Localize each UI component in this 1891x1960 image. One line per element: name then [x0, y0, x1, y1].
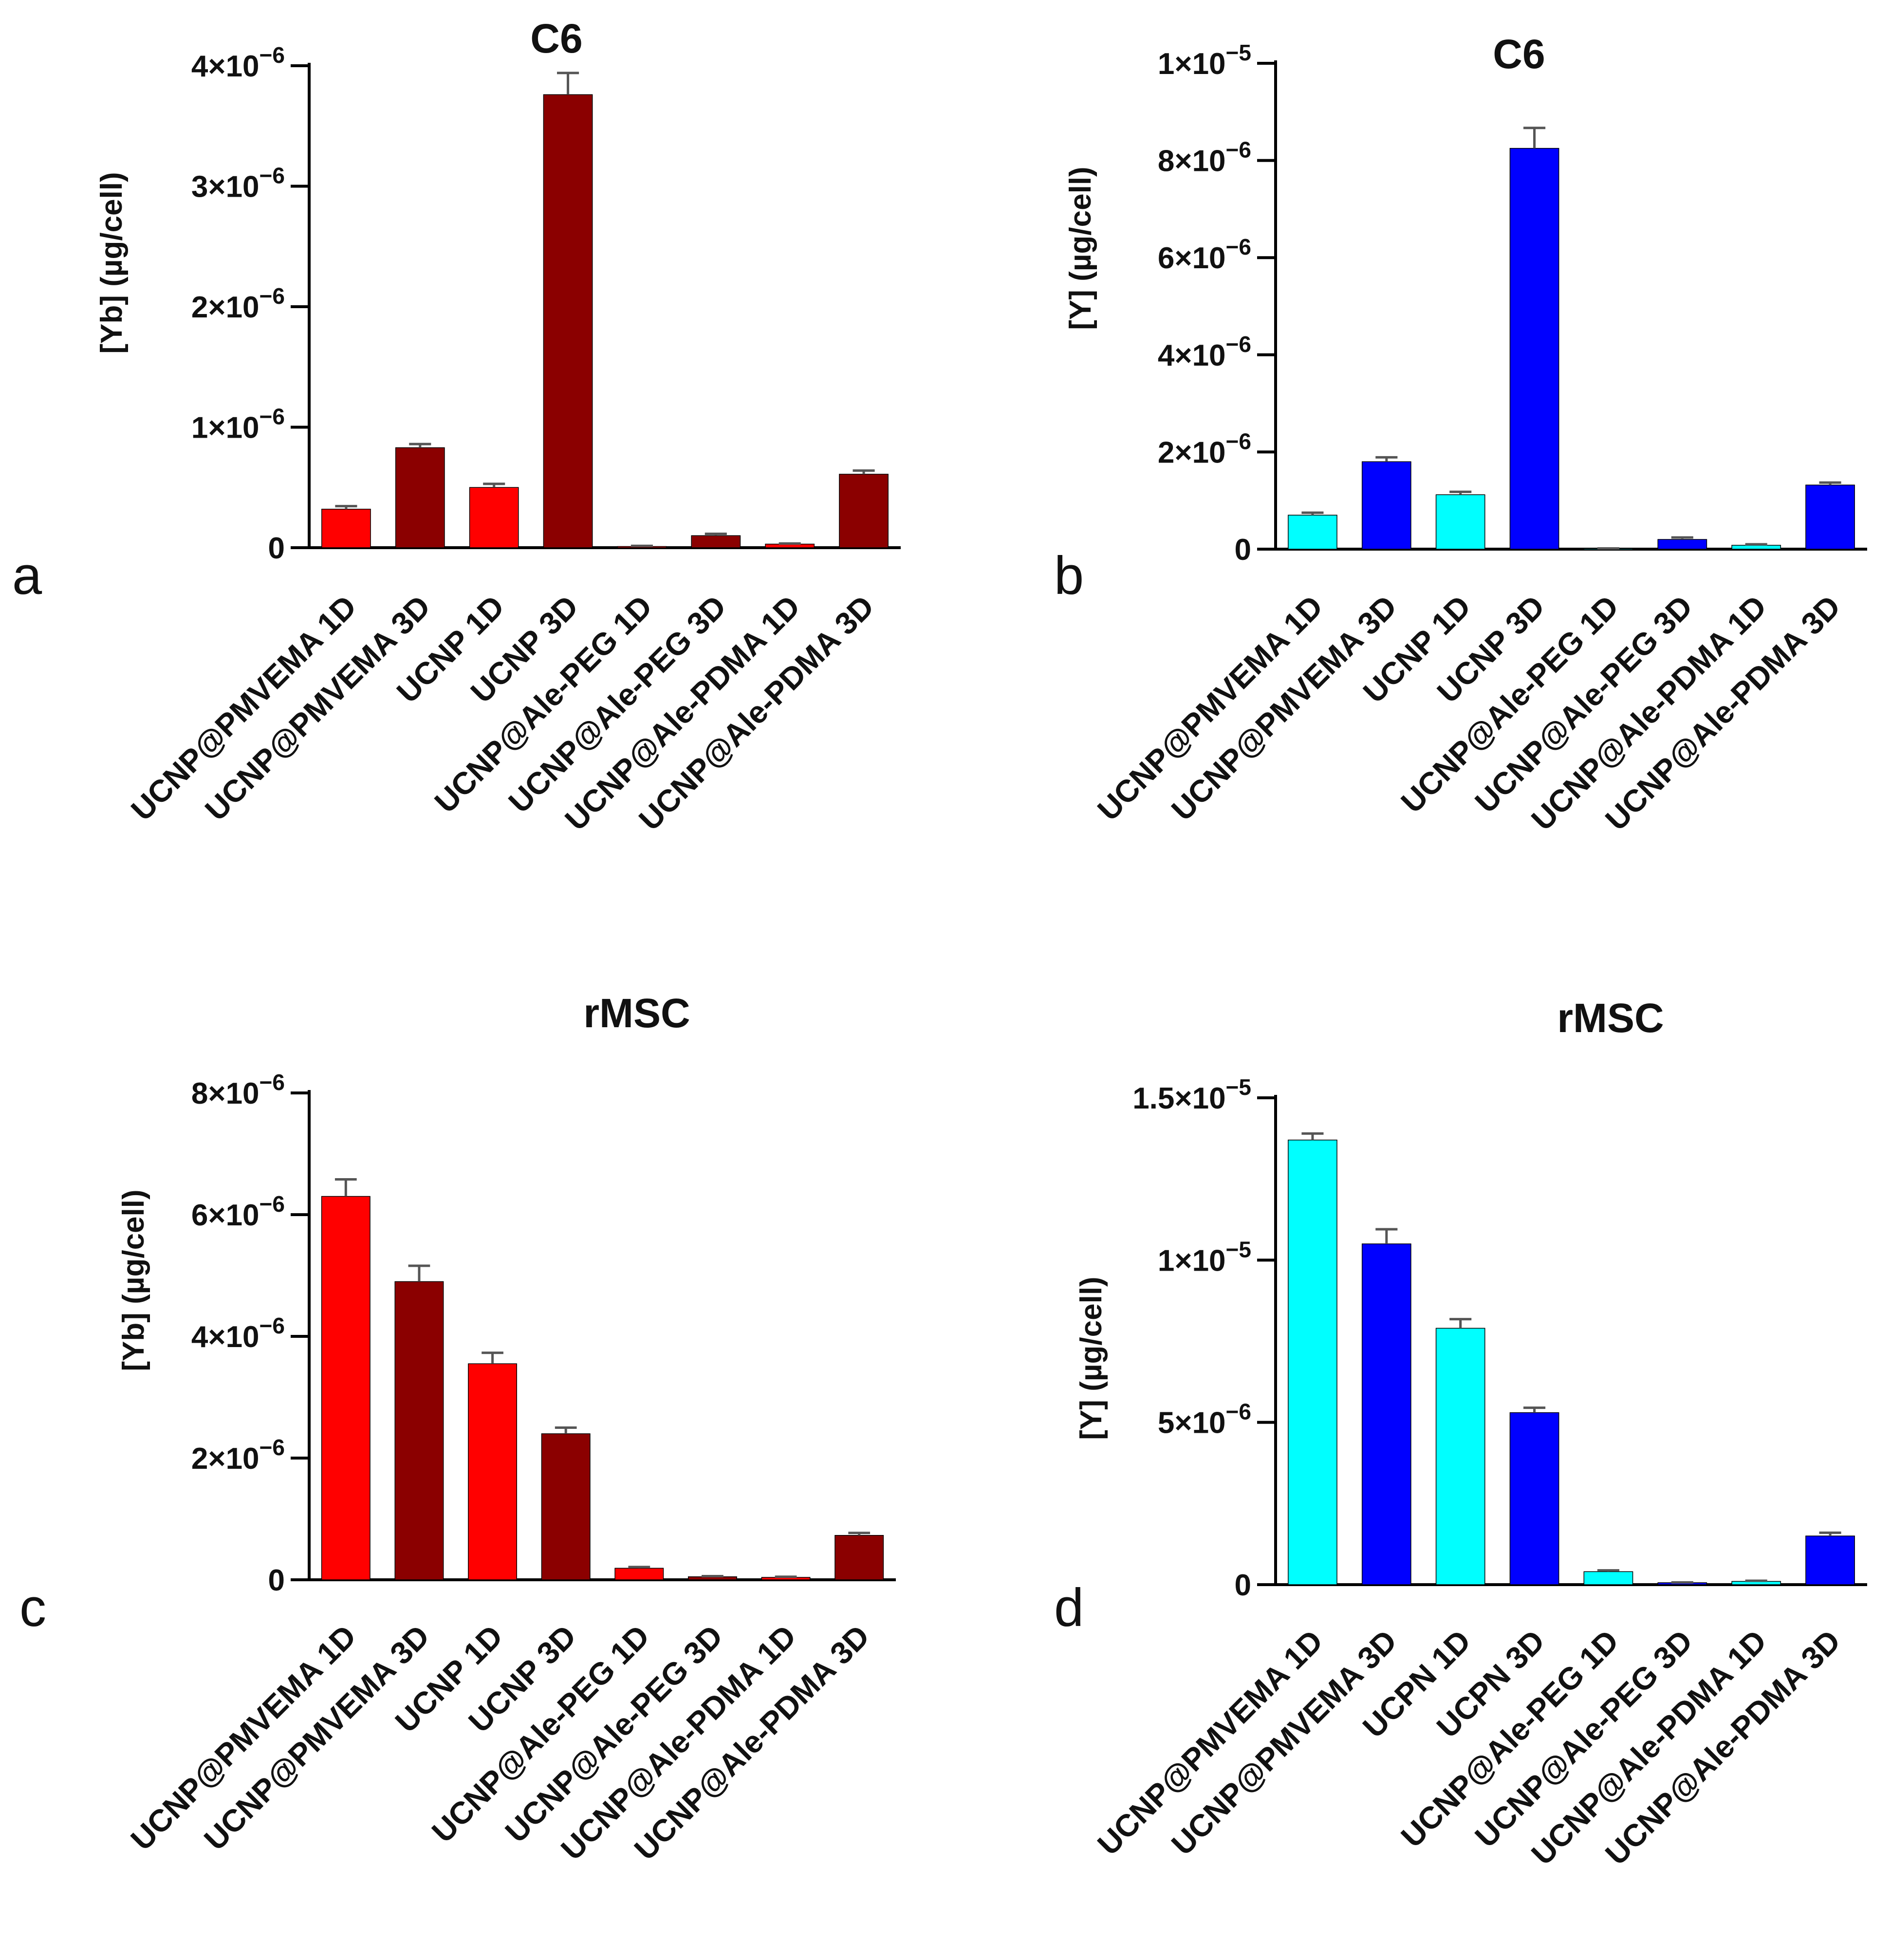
y-tick-label: 1.5×10−5 — [1132, 1074, 1251, 1115]
bar — [1509, 148, 1559, 550]
y-tick-label: 3×10−6 — [191, 163, 285, 204]
y-axis-label: [Yb] (µg/cell) — [95, 172, 129, 353]
chart-title: C6 — [530, 16, 582, 61]
y-tick-label: 1×10−5 — [1158, 40, 1251, 81]
bar — [1805, 1535, 1855, 1585]
panel-label: b — [1054, 546, 1084, 606]
bar — [543, 94, 593, 548]
bar — [395, 447, 445, 548]
bar — [691, 535, 741, 548]
y-tick-label: 5×10−6 — [1158, 1399, 1251, 1440]
y-tick-label: 0 — [1235, 533, 1251, 567]
bar — [1805, 484, 1855, 550]
bar — [321, 1196, 371, 1580]
panel-label: c — [19, 1578, 46, 1638]
y-tick-label: 8×10−6 — [191, 1070, 285, 1110]
panel-label: a — [12, 546, 42, 606]
bar — [1361, 461, 1411, 550]
y-tick-label: 2×10−6 — [191, 1435, 285, 1476]
y-tick-label: 1×10−6 — [191, 404, 285, 445]
y-tick-label: 1×10−5 — [1158, 1237, 1251, 1277]
y-tick-label: 0 — [268, 1564, 285, 1597]
chart-title: rMSC — [1557, 995, 1664, 1041]
bar — [834, 1535, 884, 1580]
bar — [468, 1363, 518, 1580]
y-tick-label: 2×10−6 — [191, 283, 285, 324]
y-tick-label: 4×10−6 — [1158, 332, 1251, 372]
y-axis-label: [Y] (µg/cell) — [1075, 1276, 1108, 1440]
bar — [1731, 545, 1781, 550]
y-tick-label: 0 — [268, 532, 285, 565]
bar — [469, 487, 519, 548]
y-axis-label: [Y] (µg/cell) — [1064, 166, 1097, 330]
bar — [1435, 1328, 1485, 1585]
panel-c: rMSC c [Yb] (µg/cell) 0 2×10−6 4×10−6 6×10−6 8×… — [19, 990, 896, 1867]
bar — [321, 509, 371, 548]
chart-title: rMSC — [583, 990, 690, 1036]
y-tick-label: 4×10−6 — [191, 42, 285, 83]
y-tick-label: 8×10−6 — [1158, 137, 1251, 178]
bar — [1509, 1412, 1559, 1585]
bar — [839, 474, 889, 548]
panel-label: d — [1054, 1578, 1084, 1638]
bar — [1288, 515, 1337, 550]
y-tick-label: 0 — [1235, 1569, 1251, 1602]
y-axis-label: [Yb] (µg/cell) — [117, 1189, 150, 1371]
panel-b: C6 b [Y] (µg/cell) 0 2×10−6 4×10−6 6×10−6 8×10−… — [1054, 31, 1867, 837]
bar — [1361, 1243, 1411, 1585]
bar — [614, 1568, 664, 1580]
bar — [394, 1281, 444, 1580]
bar — [1583, 1571, 1633, 1585]
y-tick-label: 2×10−6 — [1158, 428, 1251, 469]
bar — [1657, 539, 1707, 550]
y-tick-label: 6×10−6 — [191, 1191, 285, 1232]
bar — [1288, 1139, 1337, 1585]
y-tick-label: 4×10−6 — [191, 1313, 285, 1354]
bar — [1435, 494, 1485, 550]
bar — [541, 1433, 591, 1580]
chart-title: C6 — [1493, 31, 1545, 77]
y-tick-label: 6×10−6 — [1158, 234, 1251, 275]
panel-a: C6 a [Yb] (µg/cell) 0 1×10−6 2×10−6 3×10−6 4×10… — [12, 16, 901, 837]
